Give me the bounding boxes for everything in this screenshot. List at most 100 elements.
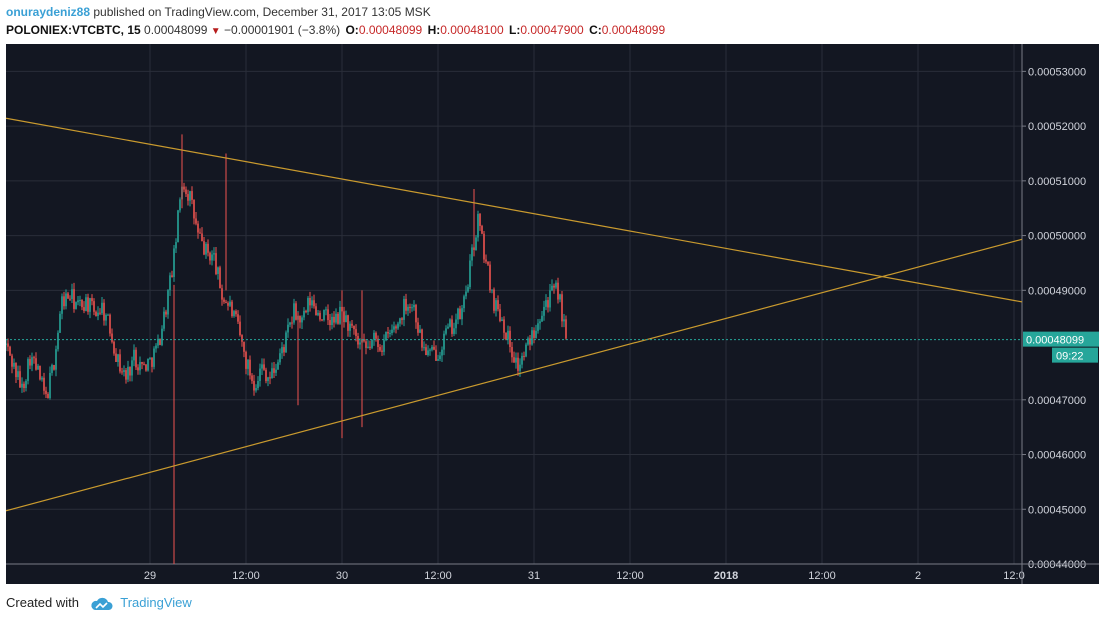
candle-body [331,316,333,326]
candle-body [255,388,257,391]
candles [6,182,567,400]
trend-line [6,238,1023,512]
candle-body [535,330,537,338]
open-label: O: [345,23,359,37]
candle-body [461,308,463,320]
change-value: −0.00001901 (−3.8%) [224,23,341,37]
candle-body [195,218,197,224]
candle-body [251,375,253,381]
candle-body [171,275,173,277]
candle-body [495,300,497,311]
candle-body [65,293,67,307]
symbol-label[interactable]: POLONIEX:VTCBTC, 15 [6,23,141,37]
candle-body [63,296,65,307]
candle-body [31,357,33,366]
candle-body [473,247,475,250]
candle-body [23,383,25,389]
candle-body [423,347,425,349]
candle-body [359,342,361,345]
candle-body [369,346,371,348]
close-value: 0.00048099 [601,23,666,37]
candle-body [133,349,135,361]
candle-body [83,307,85,311]
candle-body [47,393,49,399]
candle-body [533,330,535,338]
candle-body [355,329,357,337]
close-label: C: [589,23,602,37]
candle-body [471,247,473,261]
candle-body [317,312,319,316]
candle-body [483,233,485,260]
candle-body [191,191,193,200]
x-tick-label: 12:00 [808,570,836,582]
candle-body [223,299,225,302]
candle-body [143,363,145,365]
candle-body [379,347,381,351]
candle-body [415,304,417,323]
candle-body [363,339,365,342]
candle-body [325,309,327,311]
candle-body [55,349,57,370]
candle-body [427,350,429,356]
x-tick-label: 12:00 [616,570,644,582]
candle-body [437,359,439,361]
author-link[interactable]: onuraydeniz88 [6,5,91,19]
candle-body [445,328,447,334]
candle-body [565,319,567,339]
candle-body [113,341,115,354]
candle-body [337,313,339,324]
candle-body [15,362,17,378]
candle-body [309,297,311,306]
candle-body [521,355,523,365]
candle-body [539,321,541,324]
candle-body [545,300,547,307]
tradingview-link[interactable]: TradingView [120,595,192,610]
candle-body [383,340,385,352]
candle-body [457,308,459,320]
candle-body [25,380,27,389]
candle-body [269,377,271,379]
candle-body [401,318,403,320]
candle-body [57,332,59,350]
candle-body [543,306,545,316]
candle-body [75,302,77,309]
candle-body [459,308,461,320]
candle-body [249,359,251,376]
candle-body [27,359,29,381]
candle-body [213,253,215,255]
candle-body [69,298,71,300]
candle-body [307,297,309,313]
candle-body [287,324,289,333]
candle-body [417,322,419,333]
candle-body [425,347,427,356]
price-chart[interactable]: 0.00053000 0.00052000 0.00051000 0.00050000… [6,44,1099,584]
candle-body [97,312,99,316]
y-tick-label: 0.00052000 [1028,121,1086,133]
candle-body [527,338,529,345]
candle-body [419,329,421,333]
candle-body [253,380,255,391]
candle-body [507,330,509,340]
candle-body [101,302,103,314]
candle-body [551,285,553,291]
last-price-label: 0.00048099 [1026,335,1084,347]
candle-body [549,290,551,308]
candle-body [199,232,201,234]
candle-body [85,297,87,311]
candle-body [235,311,237,315]
candle-body [203,241,205,255]
low-label: L: [508,23,521,37]
candle-body [151,357,153,367]
candle-body [321,319,323,321]
candle-body [365,341,367,348]
candle-body [515,357,517,363]
y-tick-label: 0.00047000 [1028,395,1086,407]
candle-body [201,233,203,242]
candle-body [175,242,177,249]
candle-body [209,252,211,261]
candle-body [277,362,279,370]
candle-body [377,338,379,348]
candle-body [315,306,317,316]
candle-body [285,332,287,353]
down-arrow-icon: ▼ [210,26,221,37]
